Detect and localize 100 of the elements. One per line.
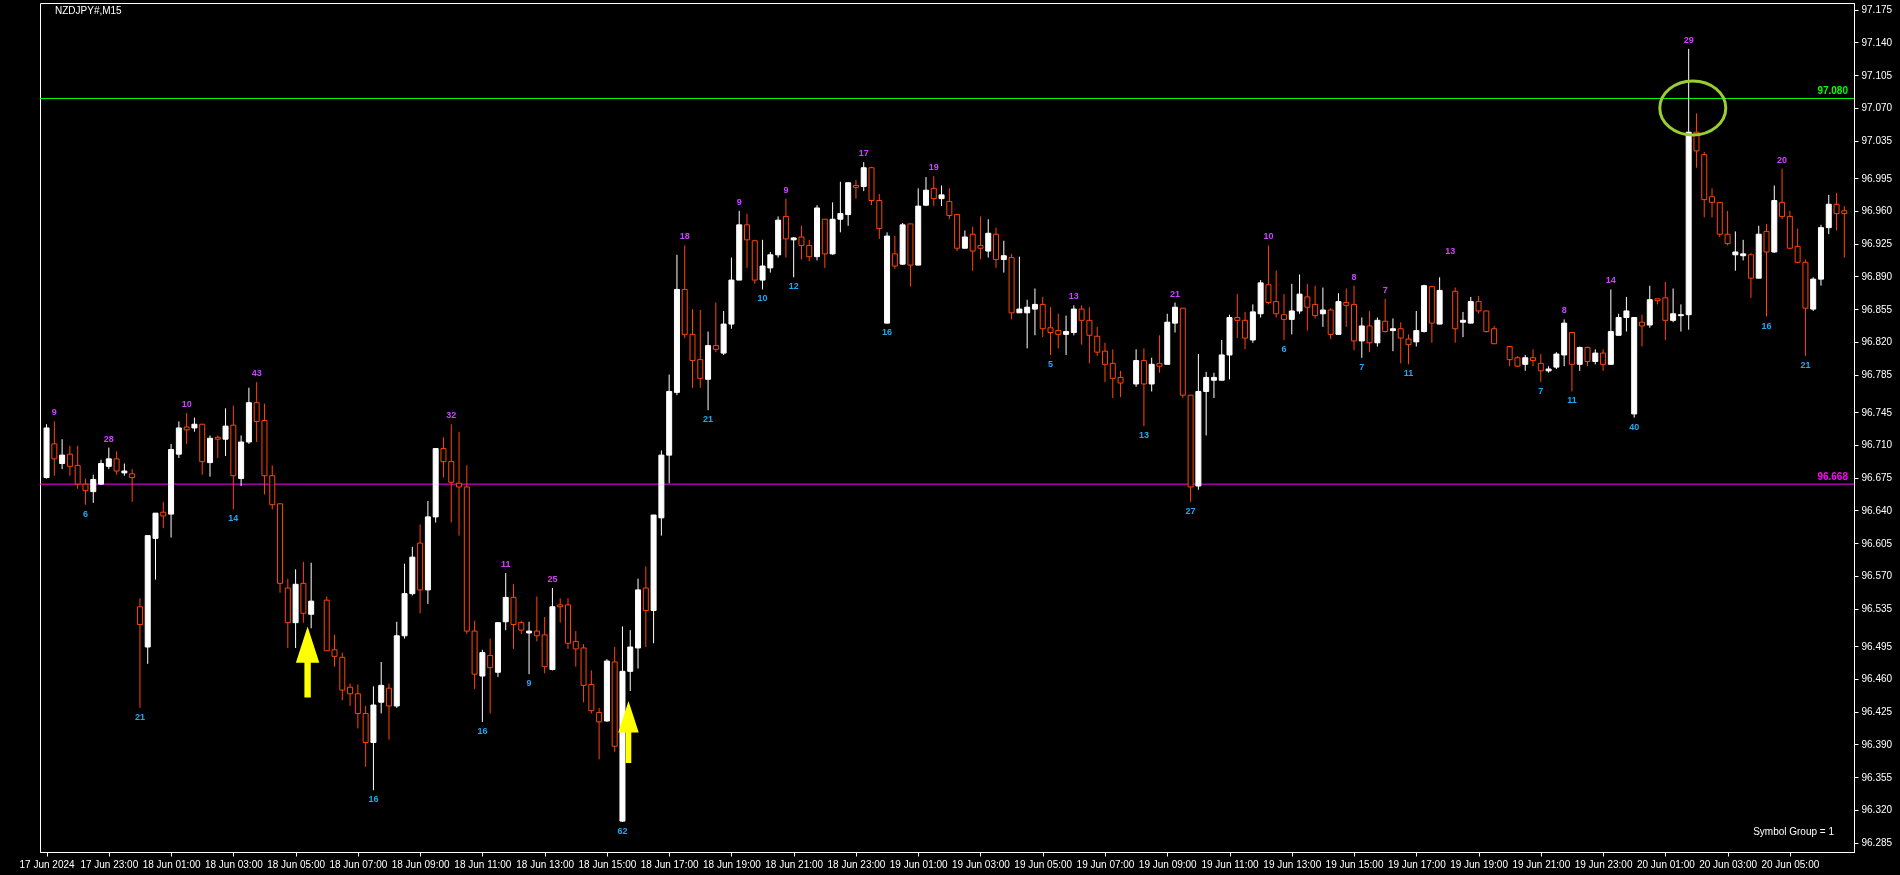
- x-tick-label: 19 Jun 07:00: [1076, 858, 1135, 870]
- x-tick-label: 18 Jun 13:00: [516, 858, 575, 870]
- candlestick: [1210, 372, 1217, 399]
- x-tick-label: 18 Jun 17:00: [640, 858, 700, 870]
- x-tick-label: 18 Jun 23:00: [827, 858, 886, 870]
- x-tick-label: 19 Jun 01:00: [889, 858, 949, 870]
- candlestick: [596, 707, 603, 760]
- annotation: 7: [1538, 386, 1544, 397]
- annotation: Symbol Group = 1: [1753, 826, 1835, 837]
- candlestick: [938, 185, 945, 207]
- y-tick-label: 96.320: [1861, 804, 1893, 816]
- annotation: 10: [181, 398, 192, 409]
- candlestick: [90, 474, 97, 504]
- candlestick: [214, 434, 221, 459]
- annotation: 19: [928, 162, 939, 173]
- x-tick-label: 20 Jun 05:00: [1761, 858, 1820, 870]
- x-tick-label: 18 Jun 03:00: [204, 858, 264, 870]
- annotation: 27: [1185, 505, 1196, 516]
- y-tick-label: 96.535: [1861, 603, 1893, 615]
- y-tick-label: 96.495: [1861, 640, 1893, 652]
- x-tick-label: 18 Jun 11:00: [454, 858, 512, 870]
- annotation: 21: [134, 711, 145, 722]
- annotation: 21: [1170, 288, 1181, 299]
- x-tick-label: 19 Jun 03:00: [952, 858, 1011, 870]
- candlestick: [385, 683, 392, 741]
- candlestick: [51, 420, 58, 477]
- x-tick-label: 19 Jun 19:00: [1450, 858, 1509, 870]
- x-tick-label: 19 Jun 15:00: [1325, 858, 1384, 870]
- candlestick: [456, 431, 463, 537]
- annotation: 16: [477, 725, 488, 736]
- candlestick: [1600, 348, 1607, 372]
- annotation: 7: [1359, 361, 1365, 372]
- candlestick: [790, 236, 797, 278]
- annotation: 6: [82, 508, 88, 519]
- annotation: 16: [882, 327, 893, 338]
- x-tick-label: 19 Jun 13:00: [1263, 858, 1322, 870]
- y-tick-label: 96.605: [1861, 537, 1893, 549]
- candlestick: [1063, 315, 1070, 356]
- candlestick: [1172, 302, 1179, 333]
- annotation: 21: [703, 414, 714, 425]
- y-tick-label: 96.285: [1861, 837, 1893, 849]
- candlestick: [66, 445, 73, 477]
- x-tick-label: 19 Jun 09:00: [1138, 858, 1198, 870]
- candlestick: [985, 218, 992, 259]
- annotation: 8: [1561, 305, 1567, 316]
- candlestick: [1709, 187, 1716, 218]
- annotation: 14: [228, 513, 239, 524]
- y-tick-label: 96.960: [1861, 205, 1893, 217]
- candlestick: [1000, 240, 1007, 274]
- candlestick: [930, 175, 937, 207]
- x-tick-label: 19 Jun 11:00: [1201, 858, 1259, 870]
- x-tick-label: 19 Jun 23:00: [1574, 858, 1633, 870]
- candlestick: [1389, 317, 1396, 352]
- candlestick: [59, 438, 66, 470]
- candlestick: [1530, 348, 1537, 367]
- candlestick: [160, 501, 167, 529]
- annotation: 18: [679, 231, 690, 242]
- y-tick-label: 96.460: [1861, 673, 1893, 685]
- candlestick: [782, 198, 789, 259]
- candlestick: [1670, 288, 1677, 323]
- annotation: 9: [736, 196, 742, 207]
- ref-line-label: 97.080: [1817, 85, 1849, 97]
- candlestick: [1358, 317, 1365, 359]
- candlestick: [852, 179, 859, 200]
- y-tick-label: 96.390: [1861, 738, 1893, 750]
- annotation: 25: [547, 574, 558, 585]
- candlestick: [136, 597, 143, 709]
- y-tick-label: 96.425: [1861, 706, 1893, 718]
- x-tick-label: 18 Jun 19:00: [703, 858, 762, 870]
- candlestick: [1101, 342, 1108, 383]
- y-tick-label: 97.070: [1861, 102, 1893, 114]
- y-tick-label: 96.820: [1861, 336, 1893, 348]
- annotation: 13: [1138, 430, 1149, 441]
- candlestick: [712, 302, 719, 353]
- y-tick-label: 97.175: [1861, 4, 1893, 16]
- candlestick: [1343, 288, 1350, 328]
- candlestick: [1779, 168, 1786, 220]
- candlestick: [222, 407, 229, 457]
- annotation: 9: [51, 407, 57, 418]
- candlestick: [1467, 296, 1474, 324]
- annotation: 5: [1048, 358, 1054, 369]
- x-tick-label: 17 Jun 2024: [19, 858, 76, 870]
- candlestick: [105, 447, 112, 470]
- x-tick-label: 18 Jun 21:00: [765, 858, 824, 870]
- x-tick-label: 18 Jun 01:00: [142, 858, 201, 870]
- annotation: 12: [788, 281, 799, 292]
- annotation: 17: [858, 148, 869, 159]
- y-tick-label: 96.710: [1861, 439, 1893, 451]
- annotation: 13: [1445, 246, 1456, 256]
- x-tick-label: 19 Jun 05:00: [1014, 858, 1073, 870]
- candlestick: [1693, 112, 1700, 169]
- candlestick: [113, 450, 120, 476]
- annotation: 10: [757, 293, 768, 304]
- annotation: 11: [1567, 395, 1577, 406]
- candlestick: [1234, 293, 1241, 339]
- candlestick: [1070, 304, 1077, 336]
- y-tick-label: 97.105: [1861, 69, 1893, 81]
- x-tick-label: 18 Jun 05:00: [267, 858, 326, 870]
- candlestick: [1747, 252, 1754, 299]
- annotation: 11: [1403, 368, 1414, 379]
